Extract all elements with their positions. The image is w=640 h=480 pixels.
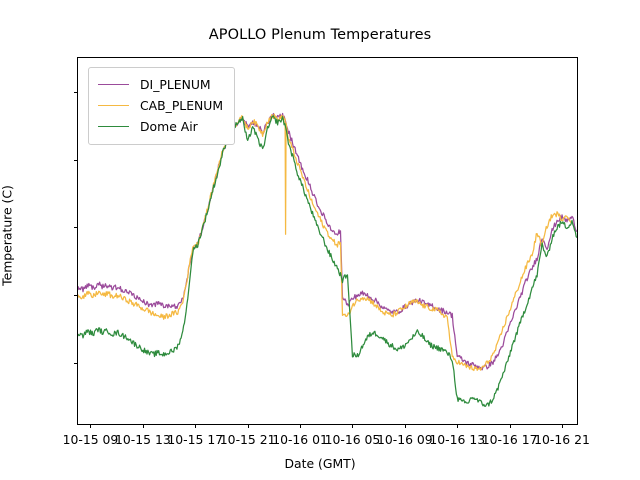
legend-swatch-di-plenum [98, 83, 129, 86]
legend-item-dome-air: Dome Air [98, 116, 223, 137]
legend-item-di-plenum: DI_PLENUM [98, 74, 223, 95]
y-tick-mark [74, 159, 78, 161]
y-axis-label: Temperature (C) [0, 185, 15, 286]
series-line-cab-plenum [78, 113, 572, 372]
x-tick-mark [142, 424, 144, 428]
x-axis-label: Date (GMT) [284, 456, 356, 471]
x-tick-label: 10-15 09 [62, 432, 119, 447]
y-tick-mark [74, 91, 78, 93]
x-tick-label: 10-16 13 [429, 432, 486, 447]
x-tick-mark [90, 424, 92, 428]
legend-label-cab-plenum: CAB_PLENUM [140, 98, 224, 113]
x-tick-mark [509, 424, 511, 428]
series-line-di-plenum [78, 112, 577, 371]
x-tick-label: 10-16 05 [324, 432, 381, 447]
y-tick-mark [74, 295, 78, 297]
x-tick-label: 10-16 09 [376, 432, 433, 447]
x-tick-mark [457, 424, 459, 428]
x-tick-label: 10-15 17 [167, 432, 224, 447]
y-tick-mark [74, 363, 78, 364]
y-tick-mark [74, 227, 78, 229]
legend-swatch-dome-air [98, 125, 129, 128]
x-tick-label: 10-16 21 [534, 432, 590, 447]
chart-title: APOLLO Plenum Temperatures [208, 27, 432, 43]
x-tick-mark [352, 424, 354, 428]
legend-swatch-cab-plenum [98, 104, 129, 107]
x-tick-label: 10-16 01 [272, 432, 328, 447]
x-tick-mark [404, 424, 406, 428]
x-tick-label: 10-15 21 [219, 432, 276, 447]
series-lines [78, 112, 577, 407]
legend-label-dome-air: Dome Air [140, 119, 198, 134]
x-tick-mark [562, 424, 564, 428]
legend: DI_PLENUM CAB_PLENUM Dome Air [88, 67, 236, 145]
x-tick-label: 10-15 13 [115, 432, 171, 447]
x-tick-mark [300, 424, 302, 428]
x-tick-label: 10-16 17 [481, 432, 538, 447]
series-line-dome-air [78, 115, 577, 407]
legend-label-di-plenum: DI_PLENUM [140, 77, 211, 92]
x-tick-mark [195, 424, 197, 428]
x-tick-mark [247, 424, 249, 428]
legend-item-cab-plenum: CAB_PLENUM [98, 95, 223, 116]
